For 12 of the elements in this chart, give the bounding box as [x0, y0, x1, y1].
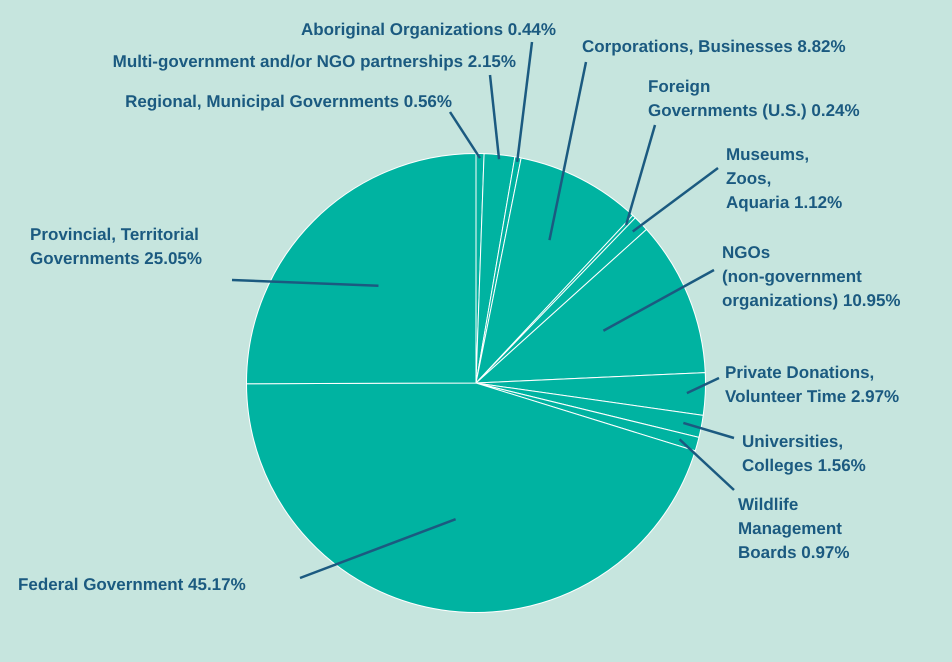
slice-label: Provincial, Territorial Governments 25.05%	[30, 225, 202, 268]
slice-label: Universities, Colleges 1.56%	[742, 432, 866, 475]
slice-label: Private Donations, Volunteer Time 2.97%	[725, 363, 900, 406]
slice-label: Regional, Municipal Governments 0.56%	[125, 92, 452, 111]
slice-label: Foreign Governments (U.S.) 0.24%	[648, 77, 860, 120]
slice-label: Aboriginal Organizations 0.44%	[300, 20, 556, 39]
slice-label: Multi-government and/or NGO partnerships 2.15%	[112, 52, 516, 71]
slice-label: Corporations, Businesses 8.82%	[582, 37, 846, 56]
slice-label: NGOs (non-government organizations) 10.95%	[722, 243, 901, 310]
slice-label: Federal Government 45.17%	[18, 575, 246, 594]
slice-label: Wildlife Management Boards 0.97%	[738, 495, 850, 562]
slice-label: Museums, Zoos, Aquaria 1.12%	[726, 145, 842, 212]
